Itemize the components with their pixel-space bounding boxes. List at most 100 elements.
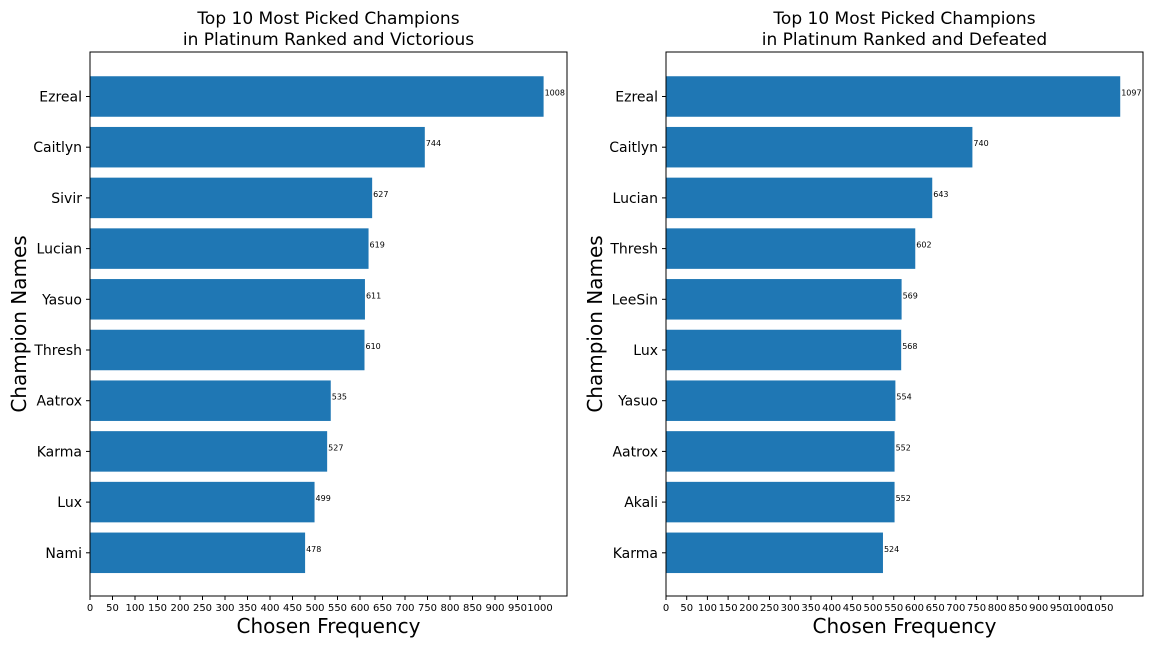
victorious-xtick-label: 850 — [463, 603, 482, 614]
defeated-xtick-label: 400 — [822, 603, 841, 614]
defeated-bar — [666, 380, 896, 421]
victorious-plot-frame — [89, 51, 568, 597]
defeated-xtick-label: 150 — [719, 603, 738, 614]
victorious-xtick-label: 300 — [215, 603, 234, 614]
defeated-category-label: Karma — [613, 546, 658, 562]
defeated-title-line: in Platinum Ranked and Defeated — [762, 30, 1047, 50]
victorious-data-label: 527 — [328, 443, 343, 452]
defeated-xtick-label: 300 — [781, 603, 800, 614]
defeated-xtick-label: 800 — [988, 603, 1007, 614]
defeated-x-axis-label: Chosen Frequency — [813, 614, 997, 638]
defeated-data-label: 569 — [903, 291, 918, 300]
victorious-data-label: 1008 — [545, 89, 565, 98]
defeated-bar — [666, 76, 1121, 117]
victorious-xtick-label: 400 — [260, 603, 279, 614]
defeated-data-label: 552 — [896, 494, 911, 503]
victorious-category-label: Ezreal — [39, 90, 82, 106]
victorious-xtick-label: 650 — [373, 603, 392, 614]
defeated-data-label: 524 — [884, 545, 899, 554]
victorious-bar — [90, 279, 365, 320]
defeated-xtick-label: 600 — [905, 603, 924, 614]
victorious-xtick-label: 1000 — [527, 603, 552, 614]
victorious-title-line: in Platinum Ranked and Victorious — [183, 30, 474, 50]
victorious-bar — [90, 126, 425, 168]
victorious-category-label: Lux — [57, 495, 82, 511]
defeated-category-label: Ezreal — [615, 90, 658, 106]
victorious-bar — [90, 532, 306, 574]
victorious-bar — [90, 177, 373, 219]
defeated-data-label: 602 — [916, 241, 931, 250]
defeated-title: Top 10 Most Picked Champions in Platinum … — [762, 9, 1047, 50]
defeated-xtick-label: 550 — [884, 603, 903, 614]
victorious-xtick-label: 900 — [485, 603, 504, 614]
victorious-xtick-label: 800 — [440, 603, 459, 614]
defeated-data-label: 643 — [933, 190, 948, 199]
victorious-chart: Top 10 Most Picked Champions in Platinum … — [7, 9, 568, 638]
defeated-xtick-label: 900 — [1029, 603, 1048, 614]
defeated-bar — [666, 228, 916, 269]
victorious-y-axis-label: Champion Names — [7, 235, 31, 412]
defeated-data-label: 568 — [902, 342, 917, 351]
defeated-xtick-label: 750 — [967, 603, 986, 614]
victorious-data-label: 478 — [306, 545, 321, 554]
defeated-bar — [666, 431, 895, 472]
defeated-category-label: Lucian — [613, 191, 658, 207]
defeated-xtick-label: 650 — [926, 603, 945, 614]
victorious-category-label: Caitlyn — [33, 140, 82, 156]
victorious-xtick-label: 250 — [193, 603, 212, 614]
defeated-category-label: Aatrox — [612, 444, 658, 460]
defeated-data-label: 1097 — [1121, 89, 1141, 98]
victorious-xtick-label: 550 — [328, 603, 347, 614]
victorious-bar — [90, 76, 544, 117]
defeated-xtick-label: 850 — [1008, 603, 1027, 614]
defeated-xtick-label: 0 — [663, 603, 669, 614]
victorious-data-label: 499 — [316, 494, 331, 503]
victorious-xtick-label: 350 — [238, 603, 257, 614]
defeated-bar — [666, 481, 895, 523]
victorious-data-label: 627 — [373, 190, 388, 199]
defeated-data-label: 740 — [973, 139, 988, 148]
defeated-xtick-label: 950 — [1050, 603, 1069, 614]
defeated-xtick-label: 250 — [760, 603, 779, 614]
victorious-xtick-label: 50 — [106, 603, 119, 614]
victorious-xtick-label: 700 — [395, 603, 414, 614]
victorious-category-label: Karma — [37, 444, 82, 460]
defeated-category-label: Yasuo — [617, 394, 658, 410]
defeated-category-label: Thresh — [609, 242, 658, 258]
defeated-title-line: Top 10 Most Picked Champions — [772, 9, 1035, 29]
victorious-data-label: 611 — [366, 291, 381, 300]
defeated-data-label: 552 — [896, 443, 911, 452]
victorious-xtick-label: 750 — [418, 603, 437, 614]
victorious-data-label: 610 — [366, 342, 381, 351]
defeated-xtick-label: 700 — [946, 603, 965, 614]
defeated-bar — [666, 329, 902, 371]
victorious-xtick-label: 600 — [350, 603, 369, 614]
victorious-category-label: Sivir — [51, 191, 82, 207]
victorious-category-label: Lucian — [37, 242, 82, 258]
defeated-xtick-label: 350 — [801, 603, 820, 614]
defeated-bar — [666, 126, 973, 168]
defeated-y-axis-label: Champion Names — [583, 235, 607, 412]
victorious-title-line: Top 10 Most Picked Champions — [196, 9, 459, 29]
defeated-chart: Top 10 Most Picked Champions in Platinum … — [576, 0, 1152, 648]
defeated-plot-frame — [665, 51, 1144, 597]
victorious-xtick-label: 950 — [508, 603, 527, 614]
victorious-bar — [90, 329, 365, 371]
victorious-xtick-label: 500 — [305, 603, 324, 614]
victorious-category-label: Nami — [45, 546, 82, 562]
victorious-xtick-label: 0 — [87, 603, 93, 614]
defeated-bar — [666, 532, 883, 574]
defeated-category-label: Caitlyn — [609, 140, 658, 156]
defeated-xtick-label: 200 — [739, 603, 758, 614]
defeated-chart-svg: Top 10 Most Picked Champions in Platinum … — [583, 9, 1144, 638]
defeated-xtick-label: 100 — [698, 603, 717, 614]
victorious-bar — [90, 431, 328, 472]
defeated-data-label: 554 — [896, 393, 911, 402]
victorious-chart-svg: Top 10 Most Picked Champions in Platinum … — [7, 9, 568, 638]
victorious-xtick-label: 450 — [283, 603, 302, 614]
victorious-xtick-label: 200 — [170, 603, 189, 614]
victorious-category-label: Yasuo — [41, 292, 82, 308]
defeated-bar — [666, 177, 933, 219]
victorious-bar — [90, 380, 331, 421]
defeated-bar — [666, 279, 902, 320]
